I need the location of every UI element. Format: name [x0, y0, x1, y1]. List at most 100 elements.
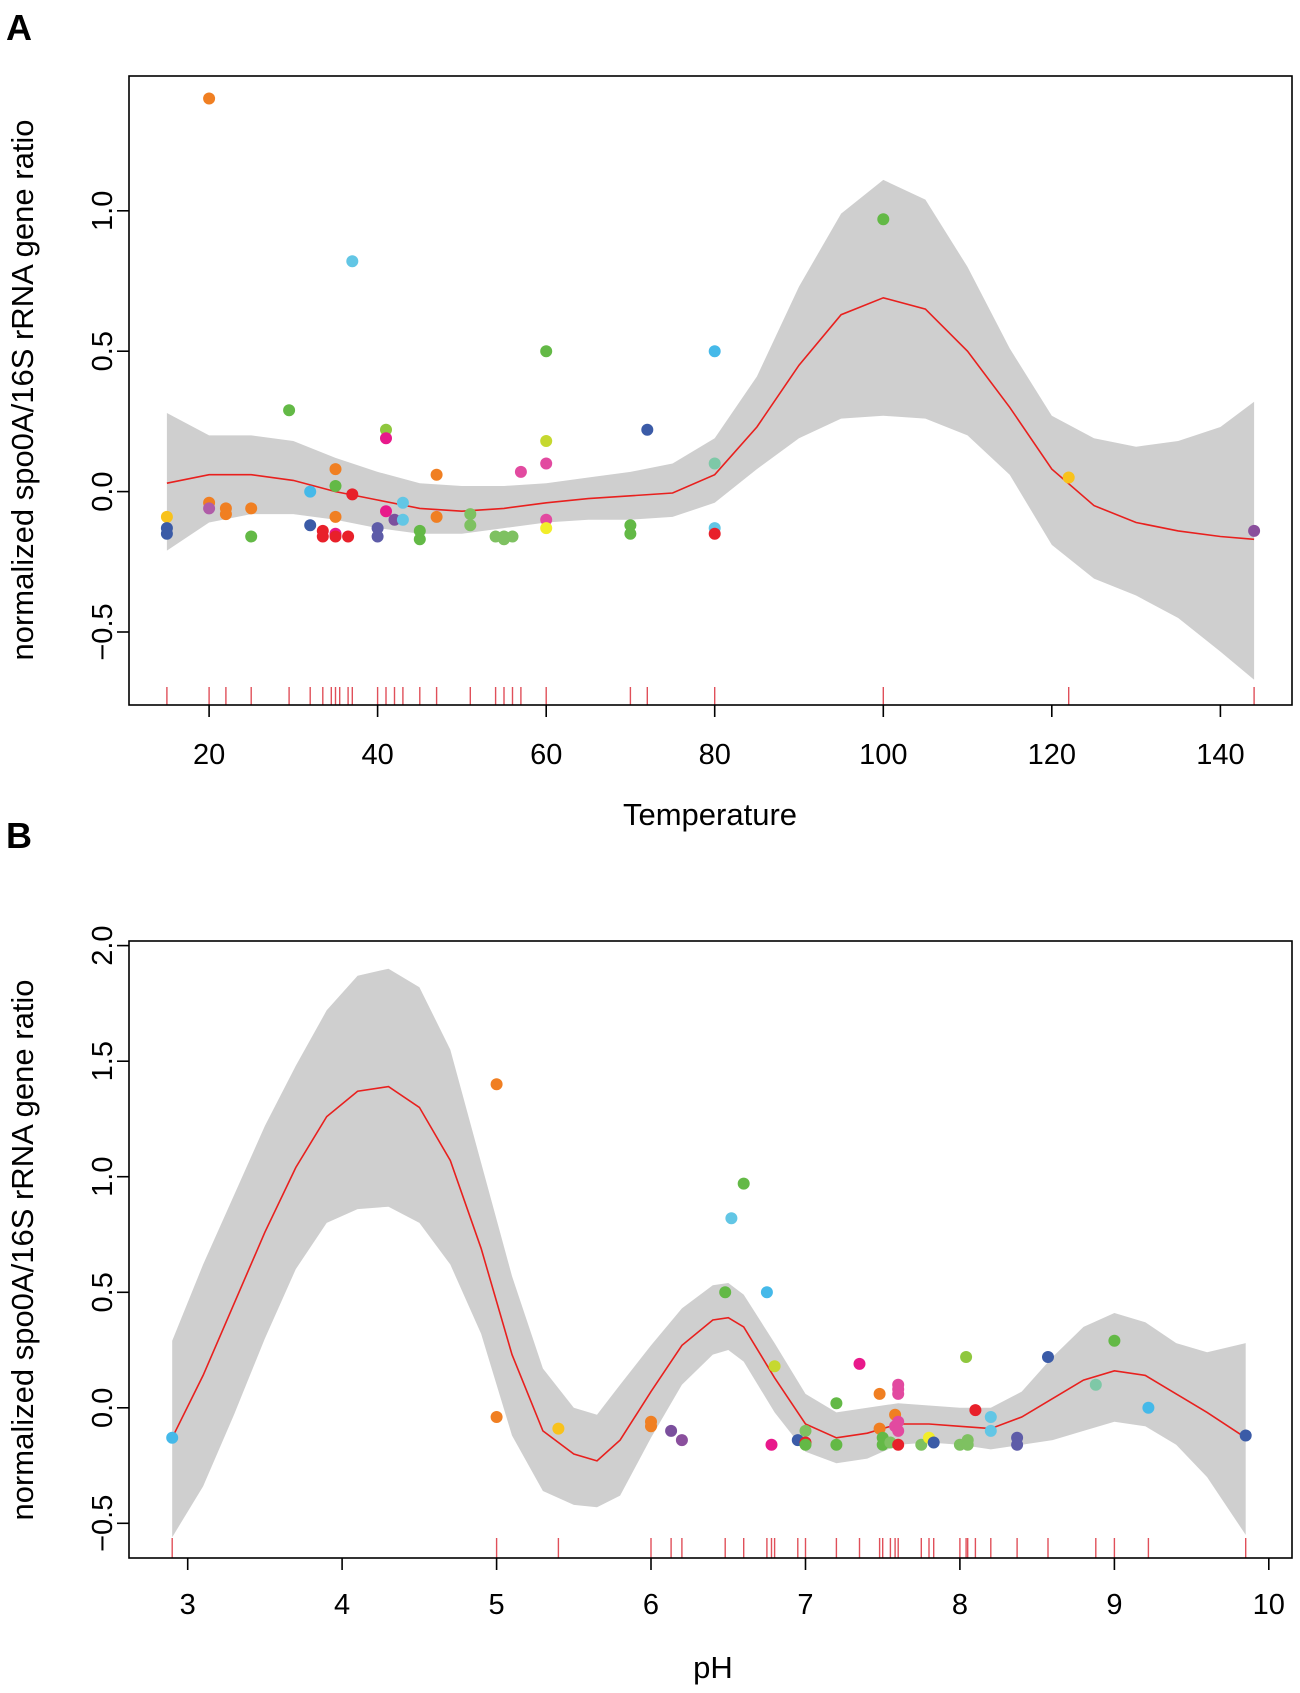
panel-b-data-point [490, 1411, 503, 1423]
panel-a-x-tick-label: 40 [361, 739, 393, 771]
panel-b-confidence-band [172, 968, 1246, 1538]
panel-b-data-point [675, 1434, 688, 1447]
panel-a-data-point [219, 508, 232, 521]
panel-b-data-point [1239, 1429, 1252, 1442]
panel-a-data-point [245, 530, 258, 543]
panel-b-data-point [765, 1438, 778, 1451]
panel-a-data-point [380, 423, 392, 436]
panel-b-x-tick-label: 10 [1253, 1589, 1285, 1621]
panel-b-x-tick-label: 4 [334, 1589, 350, 1621]
panel-a-rug-layer [166, 687, 1255, 705]
panel-a-data-point [329, 530, 342, 543]
panel-a-data-point [413, 533, 426, 546]
panel-a-data-point [1248, 524, 1261, 537]
panel-a-data-point [304, 519, 317, 532]
panel-b-data-point [1042, 1351, 1054, 1363]
panel-b-data-point [1089, 1378, 1102, 1391]
panel-b-data-point [490, 1078, 503, 1091]
panel-a-confidence-band-layer [166, 179, 1255, 680]
panel-a-data-point [380, 505, 392, 518]
panel-a-data-point [540, 457, 553, 470]
panel-b-data-point [1011, 1438, 1024, 1451]
panel-b-data-point [768, 1360, 781, 1373]
panel-b-x-axis: 3 4 5 6 7 8 9 10 [180, 1558, 1285, 1621]
panel-b-data-point [645, 1420, 657, 1433]
panel-a-data-point [342, 530, 355, 543]
panel-a-y-axis-title: normalized spo0A/16S rRNA gene ratio [5, 119, 40, 660]
panel-b: B 3 4 5 6 7 8 9 10 −0.5 0.0 0.5 1.0 1.5 2.0 pH norma… [5, 815, 1293, 1685]
panel-a-data-point [641, 423, 654, 436]
panel-a-data-point [1062, 471, 1075, 484]
panel-b-y-tick-label: 0.5 [87, 1272, 119, 1312]
panel-a-data-point [283, 404, 296, 417]
panel-b-letter: B [6, 815, 32, 856]
panel-b-data-point [960, 1351, 973, 1363]
panel-b-points-layer [166, 1078, 1252, 1451]
panel-b-x-axis-title: pH [693, 1650, 733, 1685]
panel-a-data-point [514, 465, 527, 478]
panel-a-data-point [540, 435, 553, 447]
panel-b-rug-layer [171, 1538, 1247, 1558]
panel-a-data-point [316, 530, 329, 543]
panel-b-confidence-band-layer [172, 968, 1246, 1538]
panel-b-x-tick-label: 3 [180, 1589, 196, 1621]
panel-a-data-point [203, 92, 216, 105]
panel-a-data-point [396, 496, 409, 509]
panel-b-data-point [737, 1177, 750, 1190]
panel-a-points-layer [160, 92, 1261, 546]
panel-a-data-point [877, 213, 890, 226]
panel-a-data-point [160, 510, 173, 523]
panel-b-data-point [984, 1424, 997, 1437]
panel-b-y-tick-label: 0.0 [87, 1388, 119, 1428]
panel-a-x-tick-label: 80 [699, 739, 731, 771]
panel-b-data-point [915, 1438, 928, 1451]
panel-b-data-point [1108, 1334, 1121, 1347]
panel-a-data-point [346, 255, 359, 268]
panel-b-data-point [892, 1387, 905, 1400]
panel-b-x-tick-label: 7 [797, 1589, 813, 1621]
panel-b-data-point [830, 1438, 843, 1451]
panel-a-data-point [380, 432, 392, 445]
panel-b-y-tick-label: 1.0 [87, 1157, 119, 1197]
panel-b-data-point [799, 1424, 812, 1437]
panel-a-plot-frame [128, 75, 1293, 706]
panel-a-x-axis: 20 40 60 80 100 120 140 [193, 705, 1245, 771]
panel-a-x-tick-label: 120 [1028, 739, 1076, 771]
panel-b-plot-frame [128, 940, 1293, 1559]
panel-a-data-point [346, 488, 359, 501]
panel-b-data-point [725, 1212, 738, 1225]
panel-b-data-point [166, 1431, 179, 1444]
panel-a-x-tick-label: 100 [859, 739, 907, 771]
panel-a-data-point [304, 485, 317, 498]
panel-a-data-point [430, 468, 443, 481]
panel-a-data-point [371, 530, 384, 543]
panel-b-x-tick-label: 6 [643, 1589, 659, 1621]
panel-a-data-point [396, 513, 409, 526]
panel-a-x-axis-title: Temperature [623, 797, 797, 832]
panel-a-data-point [506, 530, 519, 543]
panel-a-confidence-band [166, 179, 1255, 680]
panel-b-data-point [892, 1415, 905, 1428]
panel-b-y-tick-label: 1.5 [87, 1041, 119, 1081]
panel-b-data-point [552, 1422, 565, 1435]
panel-a-data-point [329, 480, 342, 492]
panel-b-data-point [927, 1436, 940, 1449]
panel-a-data-point [371, 522, 384, 535]
panel-b-data-point [961, 1438, 974, 1451]
panel-a-data-point [464, 519, 477, 532]
panel-a-data-point [540, 345, 553, 358]
panel-b-data-point [892, 1424, 905, 1437]
panel-b-y-axis: −0.5 0.0 0.5 1.0 1.5 2.0 [87, 925, 129, 1552]
panel-b-data-point [873, 1387, 886, 1400]
panel-a-data-point [413, 524, 426, 537]
panel-a-y-tick-label: 0.5 [87, 331, 119, 371]
panel-a-data-point [388, 513, 401, 526]
panel-b-data-point [892, 1438, 905, 1451]
panel-a-y-tick-label: 1.0 [87, 191, 119, 231]
panel-a-data-point [708, 457, 721, 470]
panel-b-x-tick-label: 8 [952, 1589, 968, 1621]
panel-a-data-point [540, 513, 553, 526]
panel-b-data-point [830, 1397, 843, 1410]
panel-b-smooth-layer [171, 1085, 1247, 1462]
